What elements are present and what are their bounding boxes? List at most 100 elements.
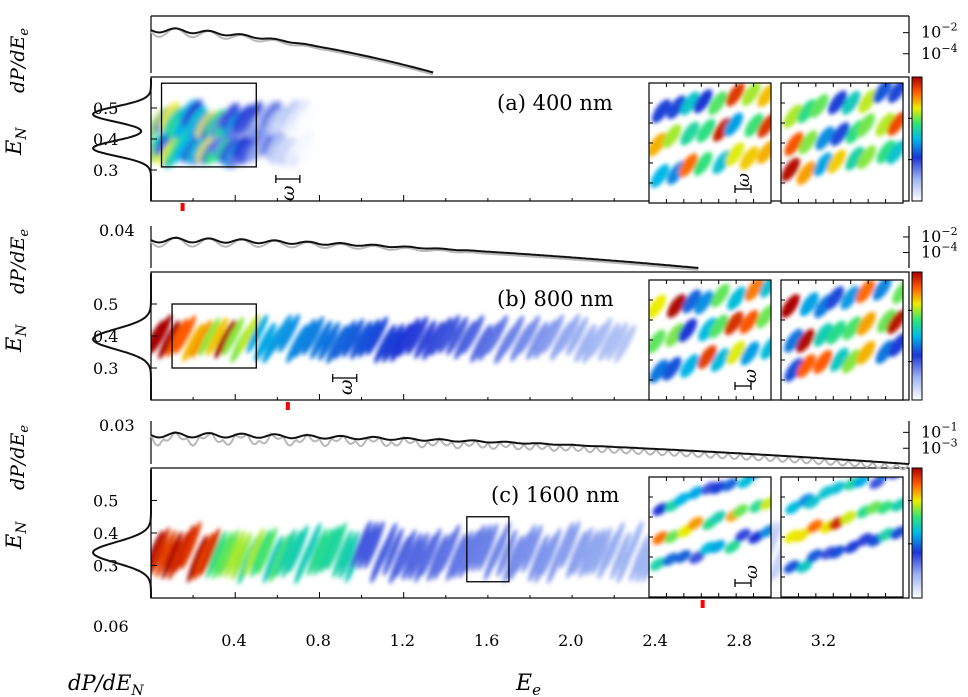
inset-blob bbox=[886, 140, 903, 165]
fringe-blob bbox=[332, 529, 353, 578]
fringe-blob bbox=[155, 529, 177, 578]
fringe-blob bbox=[502, 315, 525, 355]
inset-blob bbox=[739, 309, 759, 334]
fringe-blob bbox=[242, 101, 263, 129]
inset-blob bbox=[709, 314, 728, 339]
y-axis-label: EN bbox=[2, 521, 30, 550]
inset-blob bbox=[856, 533, 873, 547]
top-marginal-ylabel: dP/dEe bbox=[7, 28, 32, 93]
fringe-blob bbox=[288, 524, 309, 573]
zoom-box bbox=[466, 516, 510, 583]
fringe-blob bbox=[161, 531, 183, 580]
fringe-blob bbox=[350, 320, 373, 360]
inset-blob bbox=[665, 323, 685, 347]
x-tick-label: 2.0 bbox=[558, 631, 583, 650]
x-tick-label: 0.8 bbox=[305, 631, 330, 650]
top-marginal-curve-gray bbox=[150, 236, 699, 271]
fringe-blob bbox=[279, 99, 300, 127]
inset-blob bbox=[727, 286, 746, 311]
fringe-blob bbox=[174, 524, 195, 573]
fringe-blob bbox=[528, 533, 549, 583]
inset-blob bbox=[891, 498, 903, 512]
fringe-blob bbox=[490, 521, 511, 570]
inset-blob bbox=[853, 477, 869, 488]
fringe-blob bbox=[540, 527, 562, 576]
inset-blob bbox=[829, 545, 845, 559]
inset-blob bbox=[649, 132, 667, 157]
fringe-blob bbox=[446, 316, 469, 356]
fringe-blob bbox=[420, 527, 442, 577]
inset-blob bbox=[757, 83, 771, 108]
fringe-blob bbox=[158, 102, 180, 130]
inset-blob bbox=[828, 481, 845, 495]
fringe-blob bbox=[629, 533, 650, 583]
fringe-blob bbox=[430, 316, 453, 357]
inset-blob bbox=[726, 340, 746, 365]
inset-blob bbox=[783, 104, 803, 129]
fringe-blob bbox=[151, 530, 164, 579]
fringe-blob bbox=[326, 522, 347, 571]
fringe-blob bbox=[521, 524, 543, 573]
fringe-blob bbox=[180, 521, 202, 570]
inset-blob bbox=[710, 347, 730, 372]
fringe-blob bbox=[319, 524, 341, 574]
fringe-blob bbox=[559, 520, 581, 569]
left-marginal-curve bbox=[91, 469, 152, 598]
inset-blob bbox=[796, 161, 816, 186]
inset-blob bbox=[674, 492, 690, 506]
fringe-blob bbox=[278, 313, 301, 353]
inset-blob bbox=[749, 499, 766, 513]
fringe-blob bbox=[151, 314, 173, 354]
inset-blob bbox=[740, 341, 760, 366]
inset-blob bbox=[759, 280, 771, 298]
inset-right bbox=[781, 477, 903, 597]
fringe-blob bbox=[206, 530, 227, 579]
inset-blob bbox=[760, 524, 771, 538]
inset-blob bbox=[696, 118, 716, 143]
inset-blob bbox=[845, 146, 865, 171]
inset-blob bbox=[687, 516, 704, 530]
inset-blob bbox=[887, 111, 903, 136]
x-axis-label: Ee bbox=[515, 671, 541, 697]
heatmap-fringes bbox=[151, 313, 637, 365]
fringe-blob bbox=[269, 534, 290, 583]
inset-blob bbox=[796, 354, 816, 379]
inset-blob bbox=[662, 552, 679, 566]
fringe-blob bbox=[265, 132, 287, 160]
left-marginal-curve bbox=[92, 273, 152, 400]
inset-blob bbox=[652, 502, 669, 516]
inset-blob bbox=[664, 529, 681, 544]
inset-blob bbox=[744, 113, 764, 138]
fringe-blob bbox=[486, 315, 509, 355]
y-tick-label: 0.5 bbox=[93, 492, 118, 511]
colorbar bbox=[911, 271, 923, 401]
inset-blob bbox=[804, 495, 821, 509]
top-marginal-curve-gray bbox=[150, 27, 434, 76]
inset-blob bbox=[892, 280, 903, 304]
x-tick-label: 1.2 bbox=[390, 631, 415, 650]
fringe-blob bbox=[338, 530, 360, 580]
fringe-blob bbox=[414, 319, 437, 359]
fringe-blob bbox=[212, 531, 233, 580]
fringe-blob bbox=[294, 318, 317, 358]
inset-blob bbox=[667, 294, 686, 318]
fringe-blob bbox=[585, 528, 606, 577]
fringe-blob bbox=[496, 528, 518, 578]
left-marginal-axis-label: dP/dEN bbox=[68, 671, 144, 697]
zoom-box bbox=[171, 303, 257, 369]
inset-blob bbox=[725, 83, 745, 107]
inset-blob bbox=[652, 531, 669, 545]
fringe-blob bbox=[422, 321, 445, 361]
fringe-blob bbox=[342, 318, 365, 358]
fringe-blob bbox=[572, 526, 593, 576]
fringe-blob bbox=[439, 524, 461, 573]
y-axis-label: EN bbox=[2, 324, 30, 353]
fringe-blob bbox=[427, 533, 448, 582]
top-marginal-curve bbox=[150, 236, 699, 269]
inset-right bbox=[781, 83, 903, 203]
y-tick-label: 0.4 bbox=[93, 524, 118, 543]
inset-fringes bbox=[781, 83, 903, 186]
fringe-blob bbox=[297, 102, 319, 130]
inset-blob bbox=[687, 486, 704, 500]
